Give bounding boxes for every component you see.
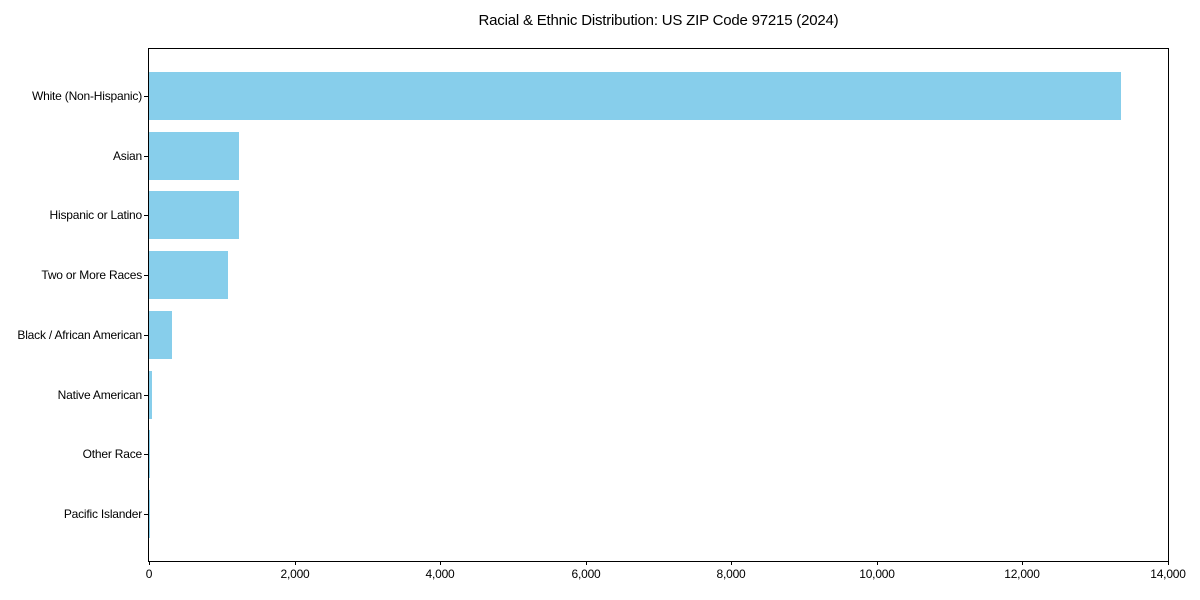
- y-axis-tick: [144, 514, 148, 515]
- category-label: Native American: [57, 388, 143, 402]
- x-axis-tick: [1022, 561, 1023, 565]
- x-axis-tick: [586, 561, 587, 565]
- bar: [149, 251, 228, 300]
- x-axis-tick-label: 6,000: [571, 567, 601, 581]
- y-axis-tick: [144, 275, 148, 276]
- x-axis-tick-label: 8,000: [716, 567, 746, 581]
- x-axis-tick: [731, 561, 732, 565]
- plot-area: [148, 48, 1169, 562]
- y-axis-tick: [144, 156, 148, 157]
- x-axis-tick-label: 12,000: [1004, 567, 1040, 581]
- x-axis-tick: [440, 561, 441, 565]
- category-label: Other Race: [82, 447, 143, 461]
- y-axis-tick: [144, 335, 148, 336]
- x-axis-tick-label: 4,000: [425, 567, 455, 581]
- y-axis-tick: [144, 395, 148, 396]
- category-label: Black / African American: [17, 328, 142, 342]
- y-axis-tick: [144, 215, 148, 216]
- x-axis-tick-label: 14,000: [1150, 567, 1186, 581]
- category-label: White (Non-Hispanic): [31, 89, 142, 103]
- bar: [149, 72, 1121, 121]
- bar: [149, 489, 150, 538]
- category-label: Two or More Races: [41, 268, 142, 282]
- x-axis-tick: [295, 561, 296, 565]
- y-axis-tick: [144, 96, 148, 97]
- bar: [149, 131, 240, 180]
- chart-title: Racial & Ethnic Distribution: US ZIP Cod…: [478, 12, 839, 29]
- y-axis-tick: [144, 454, 148, 455]
- category-label: Asian: [112, 149, 142, 163]
- x-axis-tick: [1168, 561, 1169, 565]
- x-axis-tick-label: 2,000: [280, 567, 310, 581]
- bar: [149, 430, 151, 479]
- x-axis-tick: [149, 561, 150, 565]
- x-axis-tick-label: 10,000: [859, 567, 895, 581]
- bar: [149, 310, 172, 359]
- bar: [149, 370, 152, 419]
- x-axis-tick: [877, 561, 878, 565]
- category-label: Hispanic or Latino: [49, 208, 143, 222]
- category-label: Pacific Islander: [63, 507, 142, 521]
- x-axis-tick-label: 0: [145, 567, 153, 581]
- bar: [149, 191, 239, 240]
